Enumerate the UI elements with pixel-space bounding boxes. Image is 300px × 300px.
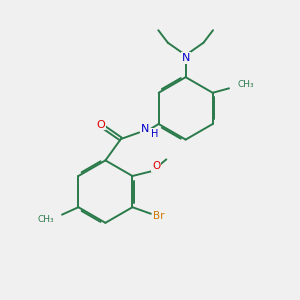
Text: O: O xyxy=(152,161,160,172)
Text: CH₃: CH₃ xyxy=(37,215,54,224)
Text: O: O xyxy=(97,120,105,130)
Text: CH₃: CH₃ xyxy=(238,80,255,89)
Text: N: N xyxy=(140,124,149,134)
Text: N: N xyxy=(182,53,190,63)
Text: H: H xyxy=(151,129,158,139)
Text: Br: Br xyxy=(153,211,165,221)
